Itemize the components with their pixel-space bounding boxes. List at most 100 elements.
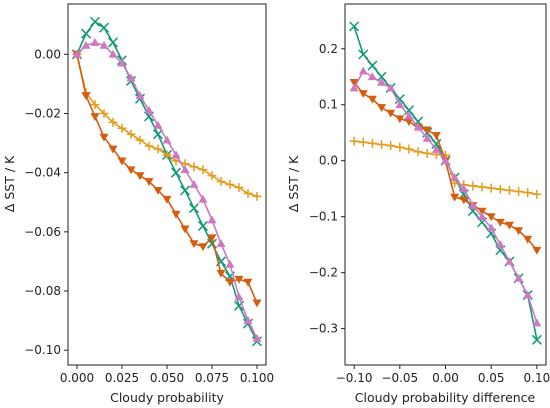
left-series-orange-point [153, 144, 163, 154]
right-x-tick-label: 0.05 [478, 371, 505, 385]
right-series-pink-point [450, 173, 460, 181]
left-series-green-point [197, 220, 209, 231]
right-series-vermilion-point [477, 207, 487, 216]
left-series-orange-point [207, 171, 217, 181]
left-series-pink-point [243, 316, 253, 324]
right-series-vermilion-point [395, 115, 405, 124]
right-series-vermilion-point [459, 196, 469, 205]
left-series-vermilion-point [225, 278, 235, 287]
left-series-green-point [98, 22, 110, 33]
left-series-orange-point [216, 177, 226, 187]
left-y-ticks: 0.00 −0.02 −0.04 −0.06 −0.08 −0.10 [24, 47, 68, 357]
right-x-tick-label: −0.05 [381, 371, 418, 385]
right-y-ticks: 0.2 0.1 0.0 −0.1 −0.2 −0.3 [309, 42, 345, 336]
right-series-orange-point [349, 136, 359, 146]
right-series-orange-point [477, 182, 487, 192]
right-y-tick-label: −0.2 [309, 266, 338, 280]
left-y-tick-label: −0.06 [24, 225, 61, 239]
right-series-pink-point [358, 66, 368, 75]
left-series-pink-point [225, 259, 235, 268]
left-series-pink-point [117, 58, 127, 67]
left-y-tick-label: −0.04 [24, 166, 61, 180]
left-series-orange-point [189, 162, 199, 172]
right-series-vermilion-point [377, 104, 387, 113]
left-series-pink-point [216, 239, 226, 248]
right-series-pink-point [523, 290, 533, 299]
left-x-tick-label: 0.025 [105, 371, 139, 385]
right-series-vermilion-point [367, 95, 377, 104]
right-x-axis-label: Cloudy probability difference [355, 390, 536, 405]
right-series-pink-point [495, 240, 505, 249]
left-series-pink-point [198, 194, 208, 203]
right-plot-marks [349, 21, 542, 345]
right-series-orange-point [358, 137, 368, 147]
left-x-tick-label: 0.075 [195, 371, 229, 385]
right-series-orange-point [367, 138, 377, 148]
left-x-tick-label: 0.100 [240, 371, 274, 385]
left-series-vermilion-point [234, 275, 244, 284]
right-x-tick-label: 0.10 [524, 371, 550, 385]
left-series-orange-point [135, 135, 145, 145]
right-series-green-point [367, 60, 378, 71]
right-y-tick-label: −0.3 [309, 322, 338, 336]
left-series-vermilion-point [135, 172, 145, 181]
right-series-vermilion-point [431, 132, 441, 141]
left-series-pink-point [153, 120, 163, 129]
left-series-vermilion-point [180, 225, 190, 234]
left-series-orange-point [243, 188, 253, 198]
right-series-pink-point [459, 184, 469, 193]
right-series-vermilion-point [486, 213, 496, 222]
left-y-tick-label: −0.02 [24, 106, 61, 120]
right-series-pink-point [504, 256, 514, 265]
left-series-green-point [179, 185, 191, 196]
left-y-axis-label: Δ SST / K [2, 155, 17, 212]
right-panel: −0.10 −0.05 0.00 0.05 0.10 0.2 0.1 0.0 −0.1 −0.2… [286, 3, 550, 405]
left-series-pink-point [180, 165, 190, 174]
right-plot-frame [344, 3, 547, 366]
right-series-green-point [531, 334, 542, 345]
right-series-orange-point [413, 147, 423, 157]
left-series-orange-line [76, 54, 258, 198]
left-series-pink-point [72, 49, 82, 58]
right-series-pink-point [395, 100, 405, 109]
left-series-vermilion-point [207, 234, 217, 243]
right-series-vermilion-point [358, 90, 368, 99]
left-series-orange-point [108, 117, 118, 127]
right-series-pink-point [532, 318, 542, 327]
right-series-pink-point [441, 156, 450, 165]
right-series-pink-point [422, 133, 432, 142]
left-series-green-point [107, 37, 119, 48]
right-series-orange-point [377, 139, 387, 149]
right-series-pink-point [477, 212, 487, 221]
right-series-orange-point [514, 186, 524, 196]
right-series-pink-point [431, 145, 441, 153]
left-series-orange-point [234, 182, 244, 192]
right-series-pink-point [386, 83, 396, 92]
right-x-tick-label: 0.00 [432, 371, 459, 385]
right-series-vermilion-point [386, 109, 396, 118]
right-series-pink-point [377, 77, 387, 86]
left-series-orange-point [225, 180, 235, 189]
right-series-vermilion-point [523, 235, 533, 244]
left-series-vermilion-point [171, 210, 181, 219]
right-series-vermilion-point [514, 227, 524, 236]
right-series-green-point [358, 49, 369, 60]
right-y-axis-label: Δ SST / K [286, 155, 301, 212]
left-series-orange-point [144, 141, 154, 151]
right-series-orange-point [422, 148, 432, 158]
left-series-vermilion-point [81, 92, 91, 101]
left-series-orange-point [117, 123, 127, 133]
left-series-pink-point [171, 150, 181, 159]
left-series-pink-point [99, 40, 109, 49]
right-series-green-point [394, 94, 405, 105]
right-series-vermilion-point [450, 193, 460, 202]
right-series-orange-point [504, 185, 514, 195]
left-series-pink-point [162, 135, 172, 144]
right-series-vermilion-point [349, 78, 359, 87]
right-series-orange-point [395, 142, 405, 152]
left-series-pink-point [126, 73, 136, 82]
left-panel: 0.000 0.025 0.050 0.075 0.100 0.00 −0.02 −0.04… [2, 3, 274, 405]
left-series-green-point [80, 28, 92, 39]
left-series-pink-point [81, 40, 91, 49]
